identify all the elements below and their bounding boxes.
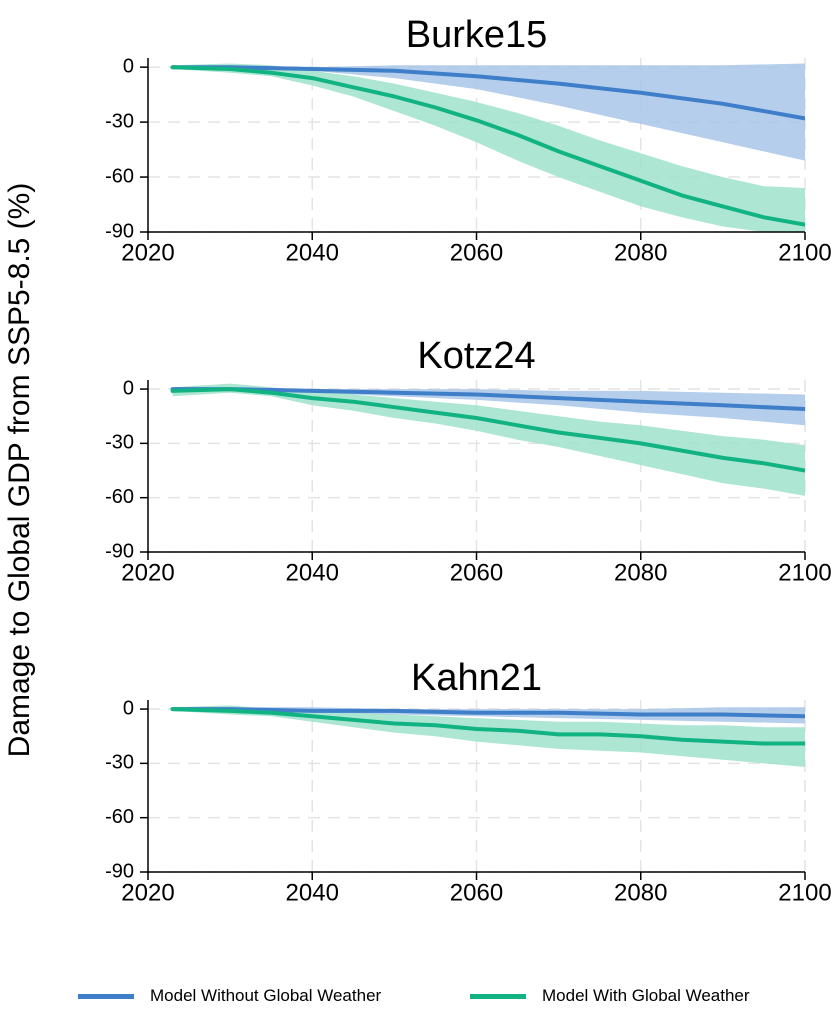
y-tick-label: 0	[123, 55, 134, 77]
legend-label-without: Model Without Global Weather	[150, 986, 382, 1005]
confidence-band-with	[172, 63, 805, 232]
y-tick-label: -30	[105, 432, 134, 454]
y-tick-label: 0	[123, 377, 134, 399]
x-tick-label: 2020	[121, 559, 174, 586]
x-tick-label: 2080	[614, 239, 667, 266]
y-tick-label: 0	[123, 697, 134, 719]
confidence-band-with	[172, 705, 805, 767]
series-line-with	[170, 387, 805, 473]
y-tick-label: -90	[105, 860, 134, 882]
x-tick-label: 2020	[121, 879, 174, 906]
y-tick-label: -30	[105, 110, 134, 132]
x-tick-label: 2080	[614, 559, 667, 586]
confidence-band-without	[172, 387, 805, 426]
y-tick-label: -60	[105, 806, 134, 828]
legend-label-with: Model With Global Weather	[542, 986, 750, 1005]
legend-item-without: Model Without Global Weather	[78, 986, 381, 1006]
x-tick-label: 2100	[778, 559, 831, 586]
y-tick-label: -60	[105, 486, 134, 508]
y-tick-label: -90	[105, 220, 134, 242]
confidence-band-with	[172, 383, 805, 496]
confidence-band-without	[172, 63, 805, 161]
y-tick-label: -90	[105, 540, 134, 562]
x-tick-label: 2100	[778, 879, 831, 906]
x-tick-label: 2080	[614, 879, 667, 906]
legend: Model Without Global Weather Model With …	[0, 986, 835, 1036]
legend-item-with: Model With Global Weather	[470, 986, 750, 1006]
chart-title: Kahn21	[411, 657, 542, 699]
x-tick-label: 2100	[778, 239, 831, 266]
x-tick-label: 2060	[450, 879, 503, 906]
y-tick-label: -30	[105, 752, 134, 774]
x-tick-label: 2040	[286, 559, 339, 586]
legend-swatch-without	[78, 993, 134, 999]
y-tick-label: -60	[105, 165, 134, 187]
x-tick-label: 2060	[450, 239, 503, 266]
legend-swatch-with	[470, 993, 526, 999]
x-tick-label: 2020	[121, 239, 174, 266]
x-tick-label: 2060	[450, 559, 503, 586]
chart-title: Burke15	[406, 14, 548, 56]
series-line-without	[170, 65, 805, 121]
plot-area	[170, 705, 805, 767]
x-tick-label: 2040	[286, 879, 339, 906]
series-line-with	[170, 65, 805, 227]
chart-title: Kotz24	[417, 335, 535, 377]
plot-area	[170, 63, 805, 232]
series-line-without	[170, 707, 805, 719]
x-tick-label: 2040	[286, 239, 339, 266]
plot-area	[170, 383, 805, 496]
series-line-with	[170, 707, 805, 746]
